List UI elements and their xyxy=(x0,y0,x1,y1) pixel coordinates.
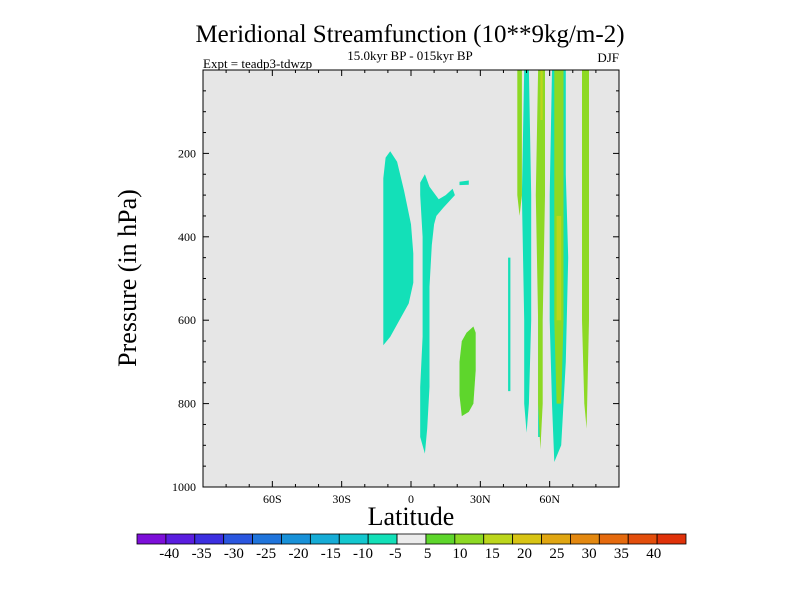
colorbar-label: -30 xyxy=(224,546,244,562)
colorbar-swatch xyxy=(425,533,456,545)
colorbar-label: 15 xyxy=(485,546,500,562)
contour-fills xyxy=(383,70,589,462)
chart-title: Meridional Streamfunction (10**9kg/m-2) xyxy=(195,21,624,48)
x-tick-label: 0 xyxy=(408,492,414,506)
colorbar-swatch xyxy=(194,533,225,545)
colorbar-label: 25 xyxy=(549,546,564,562)
axis-ticks: 60S 30S 0 30N 60N 200 400 600 800 1000 xyxy=(172,70,619,506)
colorbar-swatch xyxy=(627,533,658,545)
colorbar-label: 40 xyxy=(646,546,661,562)
x-tick-label: 30N xyxy=(470,492,491,506)
colorbar-swatch xyxy=(598,533,629,545)
region-neg-50n-band xyxy=(521,70,532,433)
colorbar-swatch xyxy=(483,533,514,545)
colorbar-label: -35 xyxy=(192,546,212,562)
colorbar-swatch xyxy=(541,533,571,545)
colorbar-swatch xyxy=(367,533,398,545)
y-tick-label: 200 xyxy=(178,146,196,160)
colorbar-label: 35 xyxy=(614,546,629,562)
colorbar-swatch xyxy=(223,533,253,545)
experiment-label: Expt = teadp3-tdwzp xyxy=(203,56,312,71)
region-neg-nh-subtropics xyxy=(420,174,455,454)
y-axis-label: Pressure (in hPa) xyxy=(113,189,142,367)
colorbar-label: -20 xyxy=(288,546,308,562)
colorbar-swatch xyxy=(570,533,600,545)
colorbar-swatch xyxy=(656,533,687,545)
colorbar-label: -10 xyxy=(353,546,373,562)
colorbar: -40 -35 -30 -25 -20 -15 -10 -5 5 10 15 20 25 30 35 40 xyxy=(136,533,687,562)
colorbar-label: -15 xyxy=(321,546,341,562)
y-tick-label: 400 xyxy=(178,230,196,244)
x-tick-label: 60N xyxy=(539,492,560,506)
colorbar-label: 10 xyxy=(452,546,467,562)
region-pos-nh-subtropics xyxy=(459,326,476,417)
colorbar-swatch xyxy=(454,533,485,545)
region-neg-sh-tropics xyxy=(383,151,414,346)
colorbar-swatch xyxy=(136,533,167,545)
region-neg-fleck xyxy=(459,180,469,186)
y-tick-label: 600 xyxy=(178,313,196,327)
colorbar-label: -40 xyxy=(159,546,179,562)
colorbar-swatch xyxy=(338,533,369,545)
colorbar-label: 30 xyxy=(582,546,597,562)
colorbar-label: 20 xyxy=(517,546,532,562)
colorbar-label: 5 xyxy=(424,546,432,562)
x-tick-label: 30S xyxy=(332,492,351,506)
colorbar-swatch xyxy=(512,533,542,545)
colorbar-swatch xyxy=(309,533,340,545)
colorbar-swatch xyxy=(396,533,427,545)
x-axis-label: Latitude xyxy=(368,502,455,531)
region-pos-63n-core xyxy=(556,215,562,321)
chart-subtitle: 15.0kyr BP - 015kyr BP xyxy=(347,48,473,63)
colorbar-swatch xyxy=(252,533,282,545)
region-neg-45n-strip xyxy=(508,257,511,392)
season-label: DJF xyxy=(597,50,619,65)
region-pos-56n-band xyxy=(535,70,545,450)
colorbar-label: -25 xyxy=(256,546,276,562)
colorbar-swatch xyxy=(281,533,311,545)
region-pos-56n-core xyxy=(540,70,543,120)
x-tick-label: 60S xyxy=(263,492,282,506)
y-tick-label: 800 xyxy=(178,397,196,411)
y-tick-label: 1000 xyxy=(172,480,196,494)
region-pos-75n-band xyxy=(582,70,589,429)
colorbar-label: -5 xyxy=(389,546,402,562)
colorbar-swatch xyxy=(165,533,196,545)
region-pos-46n-strip xyxy=(517,70,522,216)
